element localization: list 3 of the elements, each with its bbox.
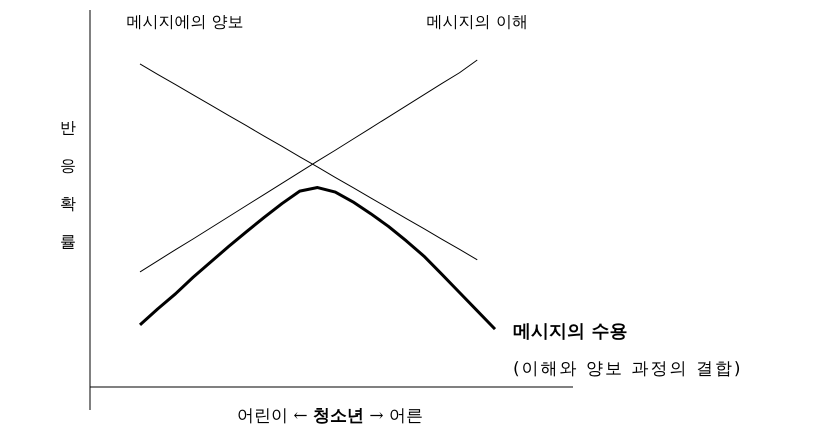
ylabel: 반응 확률 (60, 118, 76, 251)
xlabel: 어린이 ← 청소년 → 어른 (236, 406, 424, 426)
annotation: (이해와 양보 과정의 결합) (513, 359, 742, 379)
